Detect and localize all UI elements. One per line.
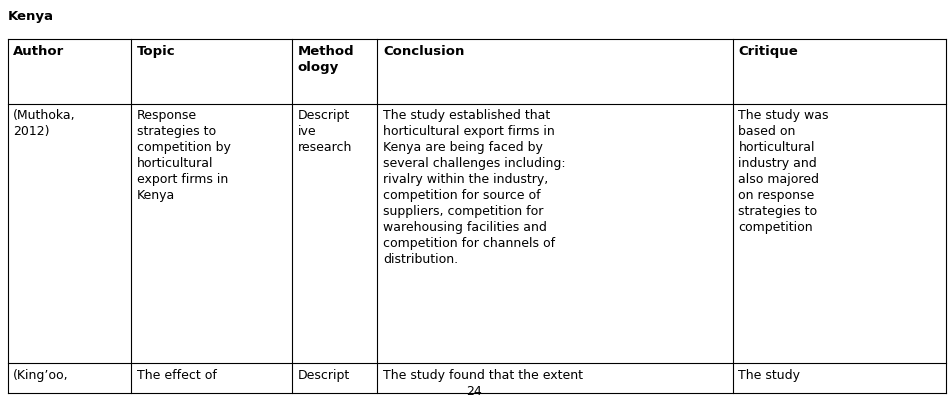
Text: The study: The study: [738, 368, 800, 381]
Text: Author: Author: [13, 45, 64, 58]
Text: The study found that the extent: The study found that the extent: [383, 368, 583, 381]
Text: Critique: Critique: [738, 45, 798, 58]
Text: The effect of: The effect of: [137, 368, 216, 381]
Text: Conclusion: Conclusion: [383, 45, 465, 58]
Text: (Muthoka,
2012): (Muthoka, 2012): [13, 109, 76, 138]
Text: Descript: Descript: [298, 368, 350, 381]
Text: The study established that
horticultural export firms in
Kenya are being faced b: The study established that horticultural…: [383, 109, 566, 266]
Text: The study was
based on
horticultural
industry and
also majored
on response
strat: The study was based on horticultural ind…: [738, 109, 829, 234]
Text: Kenya: Kenya: [8, 10, 54, 23]
Text: (King’oo,: (King’oo,: [13, 368, 69, 381]
Text: Topic: Topic: [137, 45, 175, 58]
Text: Method
ology: Method ology: [298, 45, 355, 73]
Text: Descript
ive
research: Descript ive research: [298, 109, 352, 154]
Text: 24: 24: [466, 384, 482, 397]
Text: Response
strategies to
competition by
horticultural
export firms in
Kenya: Response strategies to competition by ho…: [137, 109, 230, 202]
